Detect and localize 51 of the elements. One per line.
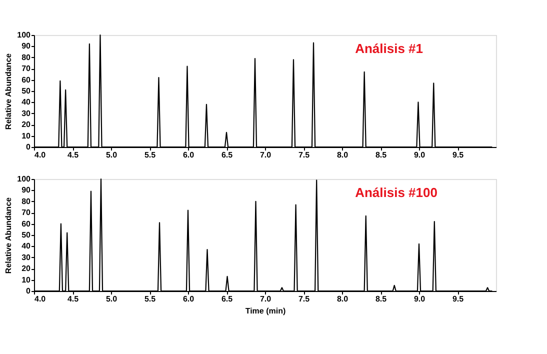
y-tick-label: 0 xyxy=(26,286,32,296)
y-tick-label: 20 xyxy=(22,120,32,130)
x-tick-label: 8.5 xyxy=(375,150,388,160)
y-tick-label: 0 xyxy=(26,142,32,152)
x-tick-label: 9.0 xyxy=(414,150,426,160)
y-tick-label: 70 xyxy=(22,208,32,218)
x-tick-label: 8.0 xyxy=(336,150,349,160)
annotation: Análisis #1 xyxy=(355,41,424,56)
y-tick-label: 30 xyxy=(22,252,32,262)
x-axis-title: Time (min) xyxy=(245,306,286,316)
y-tick-label: 10 xyxy=(22,131,32,140)
y-tick-label: 50 xyxy=(22,230,32,240)
x-tick-label: 6.5 xyxy=(221,150,234,160)
y-axis-title: Relative Abundance xyxy=(4,196,14,274)
y-tick-label: 90 xyxy=(22,42,32,51)
y-tick-label: 90 xyxy=(22,186,32,195)
y-tick-label: 80 xyxy=(22,196,32,206)
x-tick-label: 4.5 xyxy=(67,150,80,160)
y-tick-label: 40 xyxy=(22,242,32,251)
x-tick-label: 8.0 xyxy=(336,294,349,304)
x-tick-label: 5.0 xyxy=(106,294,118,304)
x-tick-label: 8.5 xyxy=(375,294,388,304)
x-tick-label: 6.0 xyxy=(182,294,195,304)
x-tick-label: 7.5 xyxy=(298,294,310,304)
x-tick-label: 9.5 xyxy=(452,294,464,304)
y-tick-label: 100 xyxy=(17,174,32,184)
y-tick-label: 20 xyxy=(22,264,32,274)
x-tick-label: 9.0 xyxy=(414,294,426,304)
y-axis-title: Relative Abundance xyxy=(4,52,14,130)
x-tick-label: 7.0 xyxy=(260,150,272,160)
x-tick-label: 5.5 xyxy=(144,294,156,304)
x-tick-label: 9.5 xyxy=(452,150,464,160)
y-tick-label: 10 xyxy=(22,275,32,284)
x-tick-label: 4.0 xyxy=(34,294,46,304)
x-tick-label: 6.5 xyxy=(221,294,234,304)
annotation: Análisis #100 xyxy=(355,185,438,200)
x-tick-label: 7.5 xyxy=(298,150,310,160)
y-tick-label: 100 xyxy=(17,30,32,40)
y-tick-label: 40 xyxy=(22,98,32,107)
y-tick-label: 60 xyxy=(22,219,32,228)
x-tick-label: 4.5 xyxy=(67,294,80,304)
x-tick-label: 6.0 xyxy=(182,150,195,160)
y-tick-label: 50 xyxy=(22,86,32,96)
x-tick-label: 7.0 xyxy=(260,294,272,304)
y-tick-label: 30 xyxy=(22,108,32,118)
x-tick-label: 5.0 xyxy=(106,150,118,160)
y-tick-label: 60 xyxy=(22,75,32,84)
y-tick-label: 80 xyxy=(22,52,32,62)
y-tick-label: 70 xyxy=(22,64,32,74)
x-tick-label: 5.5 xyxy=(144,150,156,160)
x-tick-label: 4.0 xyxy=(34,150,46,160)
